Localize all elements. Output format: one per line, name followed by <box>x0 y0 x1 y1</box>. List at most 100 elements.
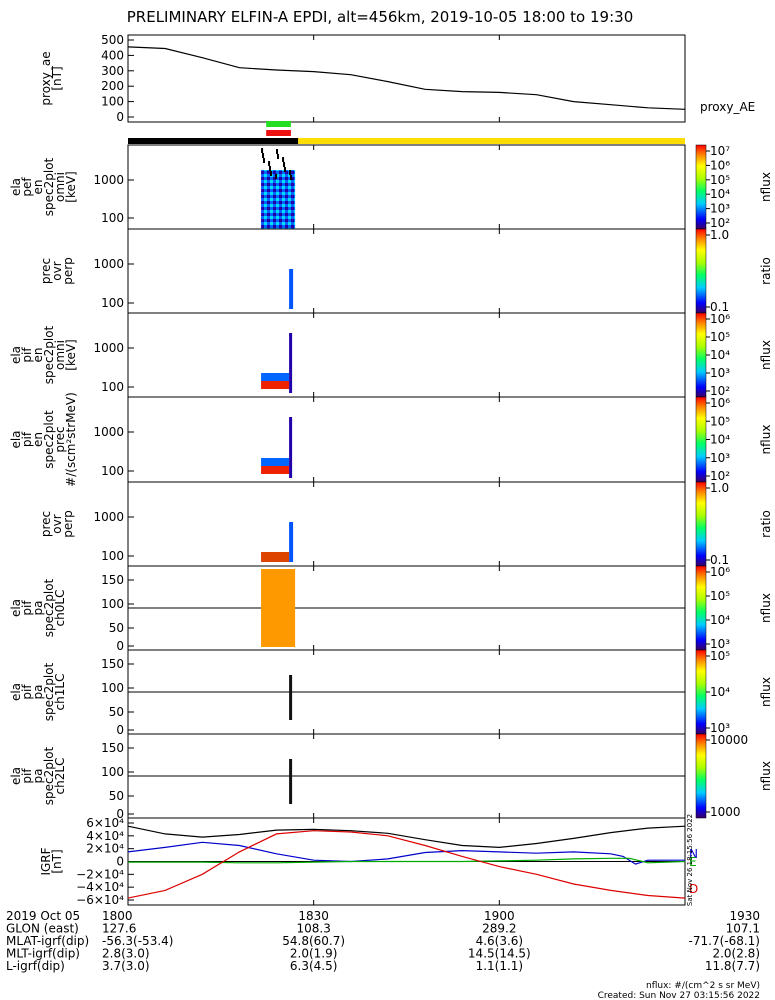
y-tick-label: 2×10⁴ <box>86 842 124 856</box>
orbit-row-label: MLAT-igrf(dip) <box>6 934 89 948</box>
colorbar-tick-label: 10³ <box>710 202 730 216</box>
panel-ylabel: proxy_ae <box>39 51 53 105</box>
orbit-row-label: MLT-igrf(dip) <box>6 947 80 961</box>
colorbar-tick-label: 10⁵ <box>710 589 730 603</box>
colorbar-tick-label: 10⁴ <box>710 348 730 362</box>
series-name: N <box>689 847 698 861</box>
colorbar-label: ratio <box>759 257 773 285</box>
panel-ylabel: ela <box>9 683 23 701</box>
panel-ylabel: ovr <box>50 261 64 280</box>
orbit-row-label: 2019 Oct 05 <box>6 909 80 923</box>
y-tick-label: 300 <box>101 64 124 78</box>
panel-ylabel: pa <box>31 601 45 616</box>
colorbar-tick-label: 10⁵ <box>710 649 730 663</box>
y-tick-label: 1000 <box>93 425 124 439</box>
colorbar-label: ratio <box>759 510 773 538</box>
panel-frame <box>127 34 686 123</box>
panel-igrf: IGRF[nT] 6×10⁴4×10⁴2×10⁴0−2×10⁴−4×10⁴−6×1… <box>39 816 698 907</box>
status-marker <box>266 130 291 136</box>
colorbar-pif_ratio: 1.0 0.1 ratio <box>695 481 773 567</box>
colorbar-tick-label: 10⁴ <box>710 613 730 627</box>
y-tick-label: 100 <box>101 95 124 109</box>
panel-ylabel: ovr <box>50 514 64 533</box>
spectrogram-pixel <box>268 161 271 166</box>
colorbar-pa_ch1: 10⁵ 10⁴ 10³ nflux <box>695 649 773 735</box>
status-segment <box>128 138 299 144</box>
colorbar-tick-label: 10² <box>710 216 730 230</box>
y-tick-label: 100 <box>101 681 124 695</box>
colorbar-tick-label: 10⁴ <box>710 433 730 447</box>
colorbar-tick-label: 1.0 <box>710 228 729 242</box>
spectrogram-block <box>289 417 293 478</box>
orbit-row: 2019 Oct 05 1800 1830 1900 1930 <box>6 909 760 923</box>
y-tick-label: 150 <box>101 741 124 755</box>
y-tick-label: 0 <box>116 639 124 653</box>
status-marker <box>266 121 291 127</box>
y-tick-label: 150 <box>101 657 124 671</box>
panel-ylabel: ela <box>9 430 23 448</box>
colorbar-pef_ratio: 1.0 0.1 ratio <box>695 228 773 314</box>
spectrogram-block <box>289 269 294 309</box>
figure-title: PRELIMINARY ELFIN-A EPDI, alt=456km, 201… <box>127 8 633 26</box>
side-stamp: Sat Nov 26 18:15:56 2022 <box>686 814 694 906</box>
colorbar-tick-label: 1000 <box>710 805 741 819</box>
panel-ylabel: en <box>31 180 45 195</box>
colorbar-strip <box>695 565 707 651</box>
colorbar-tick-label: 10⁴ <box>710 685 730 699</box>
y-tick-label: 0 <box>116 110 124 124</box>
panel-ylabel: spec2plot <box>42 325 56 384</box>
panel-ylabel: prec <box>53 426 67 452</box>
spectrogram-block <box>289 333 293 393</box>
colorbar-tick-label: 10² <box>710 384 730 398</box>
colorbar-tick-label: 10⁶ <box>710 396 730 410</box>
orbit-row: L-igrf(dip) 3.7(3.0) 6.3(4.5) 1.1(1.1) 11.8(… <box>6 959 760 973</box>
colorbar-label: nflux <box>759 677 773 707</box>
spectrogram-pixel <box>290 175 293 180</box>
panels-layer: proxy_ae[nT]5004003002001000proxy_AEelap… <box>9 33 755 907</box>
series-line <box>128 857 686 864</box>
y-tick-label: −6×10⁴ <box>76 893 124 907</box>
y-tick-label: 500 <box>101 33 124 47</box>
colorbar-label: nflux <box>759 761 773 791</box>
spectrogram-pixel <box>269 166 272 171</box>
y-tick-label: 1000 <box>93 257 124 271</box>
spectrogram-pixel <box>262 153 265 158</box>
panel-ylabel: prec <box>39 258 53 284</box>
colorbar-strip <box>695 396 707 483</box>
orbit-row-value: 11.8(7.7) <box>705 959 760 973</box>
colorbar-tick-label: 10³ <box>710 637 730 651</box>
y-tick-label: 6×10⁴ <box>86 816 124 830</box>
y-tick-label: 50 <box>109 705 124 719</box>
colorbar-tick-label: 0.1 <box>710 300 729 314</box>
colorbar-strip <box>695 481 707 567</box>
panel-ylabel: pef <box>20 177 34 197</box>
colorbar-tick-label: 10⁷ <box>710 144 730 158</box>
y-tick-label: 100 <box>101 549 124 563</box>
spectrogram-block <box>289 522 294 562</box>
colorbar-strip <box>695 144 707 230</box>
y-tick-label: 200 <box>101 79 124 93</box>
colorbar-label: nflux <box>759 340 773 370</box>
colorbar-tick-label: 10⁵ <box>710 414 730 428</box>
y-tick-label: 100 <box>101 597 124 611</box>
y-tick-label: 1000 <box>93 173 124 187</box>
spectrogram-block <box>289 675 293 720</box>
orbit-row: GLON (east) 127.6 108.3 289.2 107.1 <box>6 922 760 936</box>
series-line <box>127 830 686 899</box>
colorbar-tick-label: 10⁴ <box>710 187 730 201</box>
orbit-row-value: 127.6 <box>102 922 136 936</box>
colorbar-tick-label: 10² <box>710 469 730 483</box>
panel-ylabel: spec2plot <box>42 157 56 216</box>
colorbar-pa_ch2: 10000 1000 nflux <box>695 733 773 819</box>
spectrogram-block <box>261 569 296 647</box>
orbit-row-value: 14.5(14.5) <box>468 947 531 961</box>
panel-ylabel: pa <box>31 769 45 784</box>
panel-ylabel: perp <box>61 257 75 285</box>
orbit-row-value: 107.1 <box>726 922 760 936</box>
spectrogram-block <box>261 381 290 389</box>
